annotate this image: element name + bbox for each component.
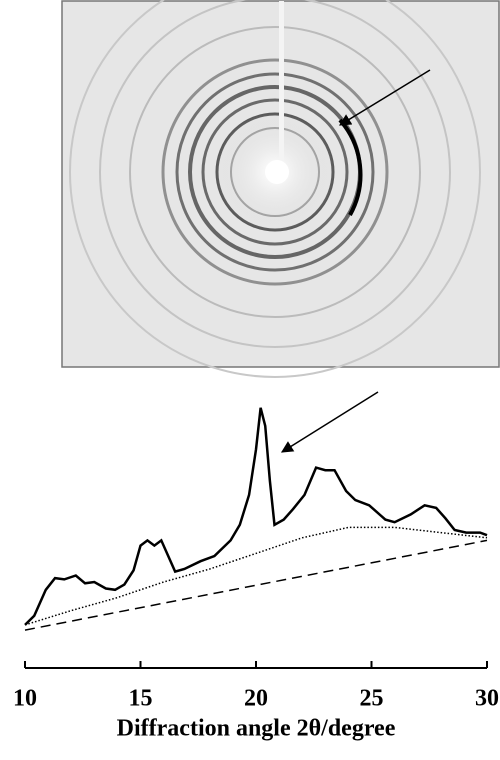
x-tick-label: 20: [244, 686, 268, 712]
series-line: [25, 408, 487, 625]
series-line: [25, 527, 487, 625]
x-tick-label: 25: [360, 686, 384, 712]
x-tick-label: 10: [13, 686, 37, 712]
x-tick-label: 15: [129, 686, 153, 712]
arrow: [282, 392, 378, 452]
diffraction-image: [62, 0, 499, 377]
x-tick-label: 30: [475, 686, 499, 712]
figure: Diffraction angle 2θ/degree 10 15 20 25 30: [0, 0, 500, 760]
x-axis-label: Diffraction angle 2θ/degree: [117, 716, 396, 742]
